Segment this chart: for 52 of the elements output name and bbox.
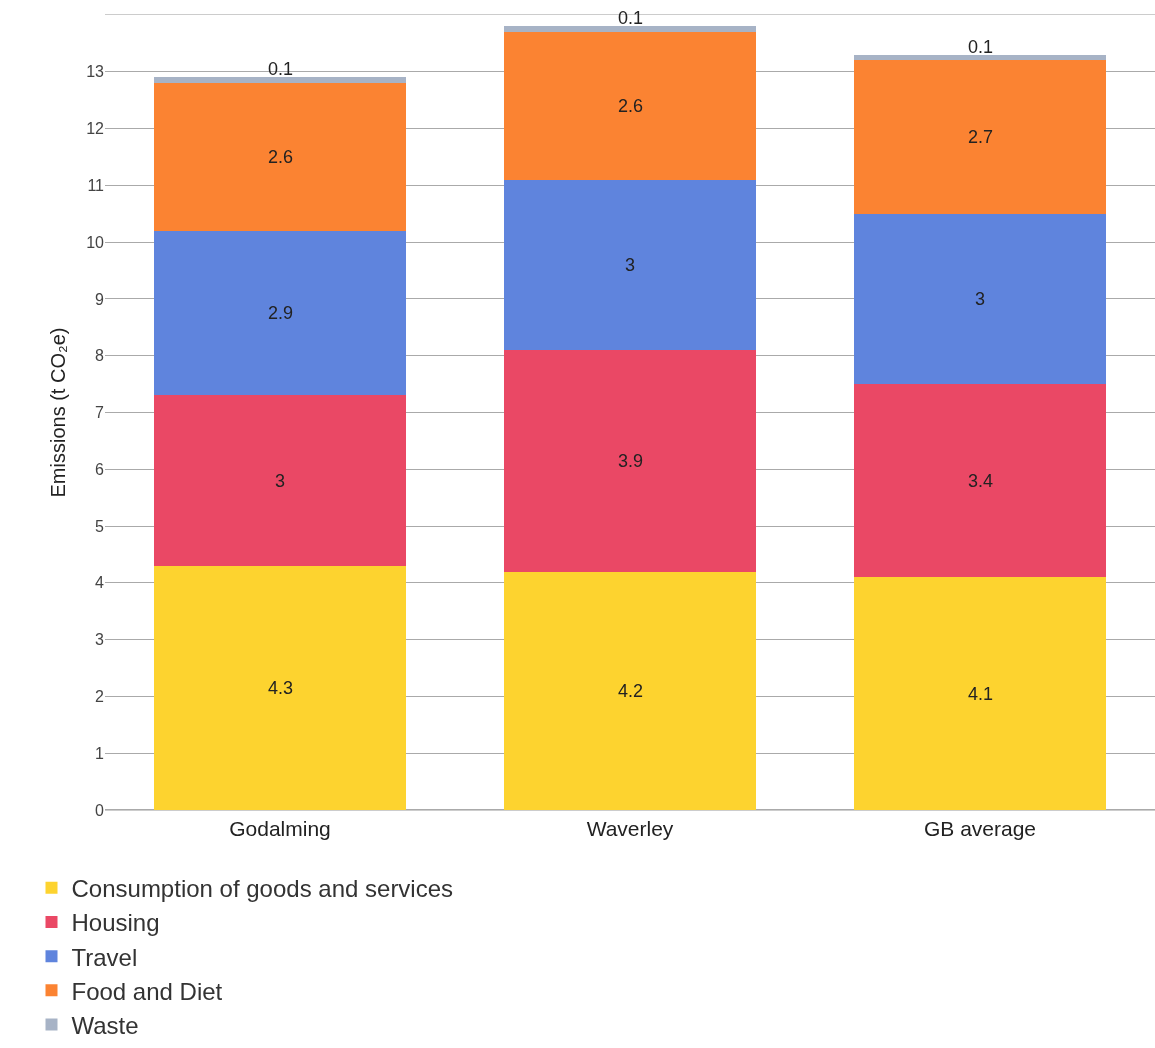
data-label: 4.1: [968, 684, 994, 704]
bar: [154, 565, 406, 810]
y-tick-label: 4: [95, 574, 105, 592]
bar: [154, 77, 406, 84]
y-tick-label: 3: [95, 631, 105, 649]
data-label: 4.3: [268, 678, 294, 698]
bar: [504, 350, 756, 572]
data-label: 2.6: [268, 147, 294, 167]
y-tick-label: 9: [95, 290, 105, 308]
data-label: 4.2: [618, 681, 644, 701]
data-label: 2.7: [968, 127, 994, 147]
y-tick-label: 1: [95, 744, 105, 762]
y-tick-label: 5: [95, 517, 105, 535]
data-label: 2.9: [268, 303, 294, 323]
data-label: 3: [975, 289, 986, 309]
y-tick-label: 8: [95, 347, 105, 365]
data-label: 3: [275, 471, 286, 491]
legend-label: Travel: [71, 943, 138, 971]
data-label: 2.6: [618, 96, 644, 116]
data-label: 0.1: [968, 37, 994, 57]
bar: [854, 213, 1106, 385]
bar: [504, 32, 756, 180]
y-tick-label: 11: [87, 176, 105, 194]
y-tick-label: 7: [95, 404, 105, 422]
legend-label: Consumption of goods and services: [71, 875, 454, 903]
x-tick-label: GB average: [923, 817, 1037, 841]
data-label: 0.1: [268, 59, 294, 79]
x-tick-label: Waverley: [586, 817, 674, 841]
bar: [154, 230, 406, 396]
data-label: 3.4: [968, 471, 994, 491]
bar: [504, 179, 756, 351]
y-tick-label: 10: [86, 233, 105, 251]
y-tick-label: 0: [95, 801, 105, 819]
bar: [854, 577, 1106, 810]
y-tick-label: 13: [86, 63, 105, 81]
bar: [154, 395, 406, 566]
bar: [854, 60, 1106, 214]
data-label: 3: [625, 255, 636, 275]
data-label: 0.1: [618, 8, 644, 28]
y-tick-label: 6: [95, 460, 105, 478]
x-tick-label: Godalming: [229, 817, 331, 841]
legend-label: Food and Diet: [71, 977, 223, 1005]
y-tick-label: 2: [95, 688, 105, 706]
data-label: 3.9: [618, 451, 644, 471]
bar: [854, 384, 1106, 578]
y-tick-label: 12: [86, 120, 105, 138]
bar: [504, 571, 756, 810]
legend-label: Waste: [71, 1011, 139, 1039]
y-axis-title: Emissions (t CO₂e): [46, 327, 69, 498]
bar: [504, 26, 756, 33]
bar: [154, 83, 406, 231]
legend-label: Housing: [71, 909, 160, 937]
